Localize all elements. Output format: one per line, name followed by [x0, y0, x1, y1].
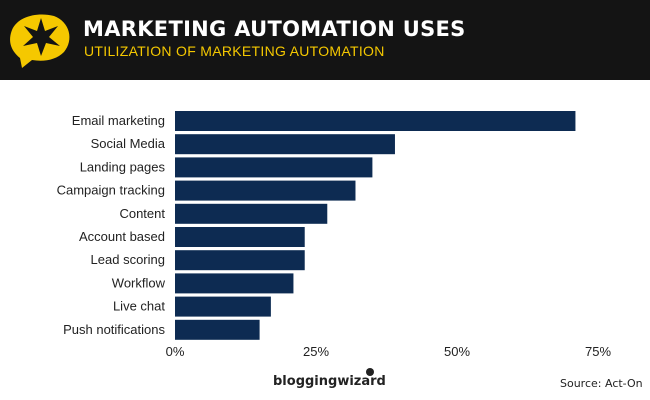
- category-label: Push notifications: [63, 322, 165, 337]
- x-tick-label: 0%: [166, 344, 185, 359]
- bar: [175, 227, 305, 247]
- category-label: Workflow: [112, 275, 166, 290]
- category-label: Social Media: [91, 136, 166, 151]
- bar: [175, 250, 305, 271]
- brand-logo: bloggingwizard: [273, 374, 386, 389]
- bar: [175, 273, 294, 294]
- header: MARKETING AUTOMATION USES UTILIZATION OF…: [0, 0, 650, 80]
- bar: [175, 111, 576, 131]
- chart-subtitle: UTILIZATION OF MARKETING AUTOMATION: [84, 43, 385, 59]
- category-label: Live chat: [113, 299, 165, 314]
- bar: [175, 157, 373, 178]
- brand-bubble-icon: [366, 368, 374, 376]
- source-note: Source: Act-On: [560, 377, 643, 390]
- bar: [175, 180, 356, 201]
- category-label: Campaign tracking: [57, 183, 165, 198]
- category-label: Lead scoring: [91, 252, 165, 267]
- logo-star-bubble-icon: [10, 14, 70, 69]
- bar: [175, 203, 328, 224]
- bar: [175, 134, 395, 155]
- category-label: Content: [119, 206, 165, 221]
- category-label: Landing pages: [80, 159, 166, 174]
- x-tick-label: 50%: [444, 344, 470, 359]
- chart-title: MARKETING AUTOMATION USES: [83, 17, 466, 41]
- x-tick-label: 25%: [303, 344, 329, 359]
- bar: [175, 296, 271, 317]
- category-label: Email marketing: [72, 113, 165, 128]
- category-label: Account based: [79, 229, 165, 244]
- bar: [175, 319, 260, 340]
- bar-chart: Email marketing Social Media Landing pages…: [57, 111, 611, 359]
- x-tick-label: 75%: [585, 344, 611, 359]
